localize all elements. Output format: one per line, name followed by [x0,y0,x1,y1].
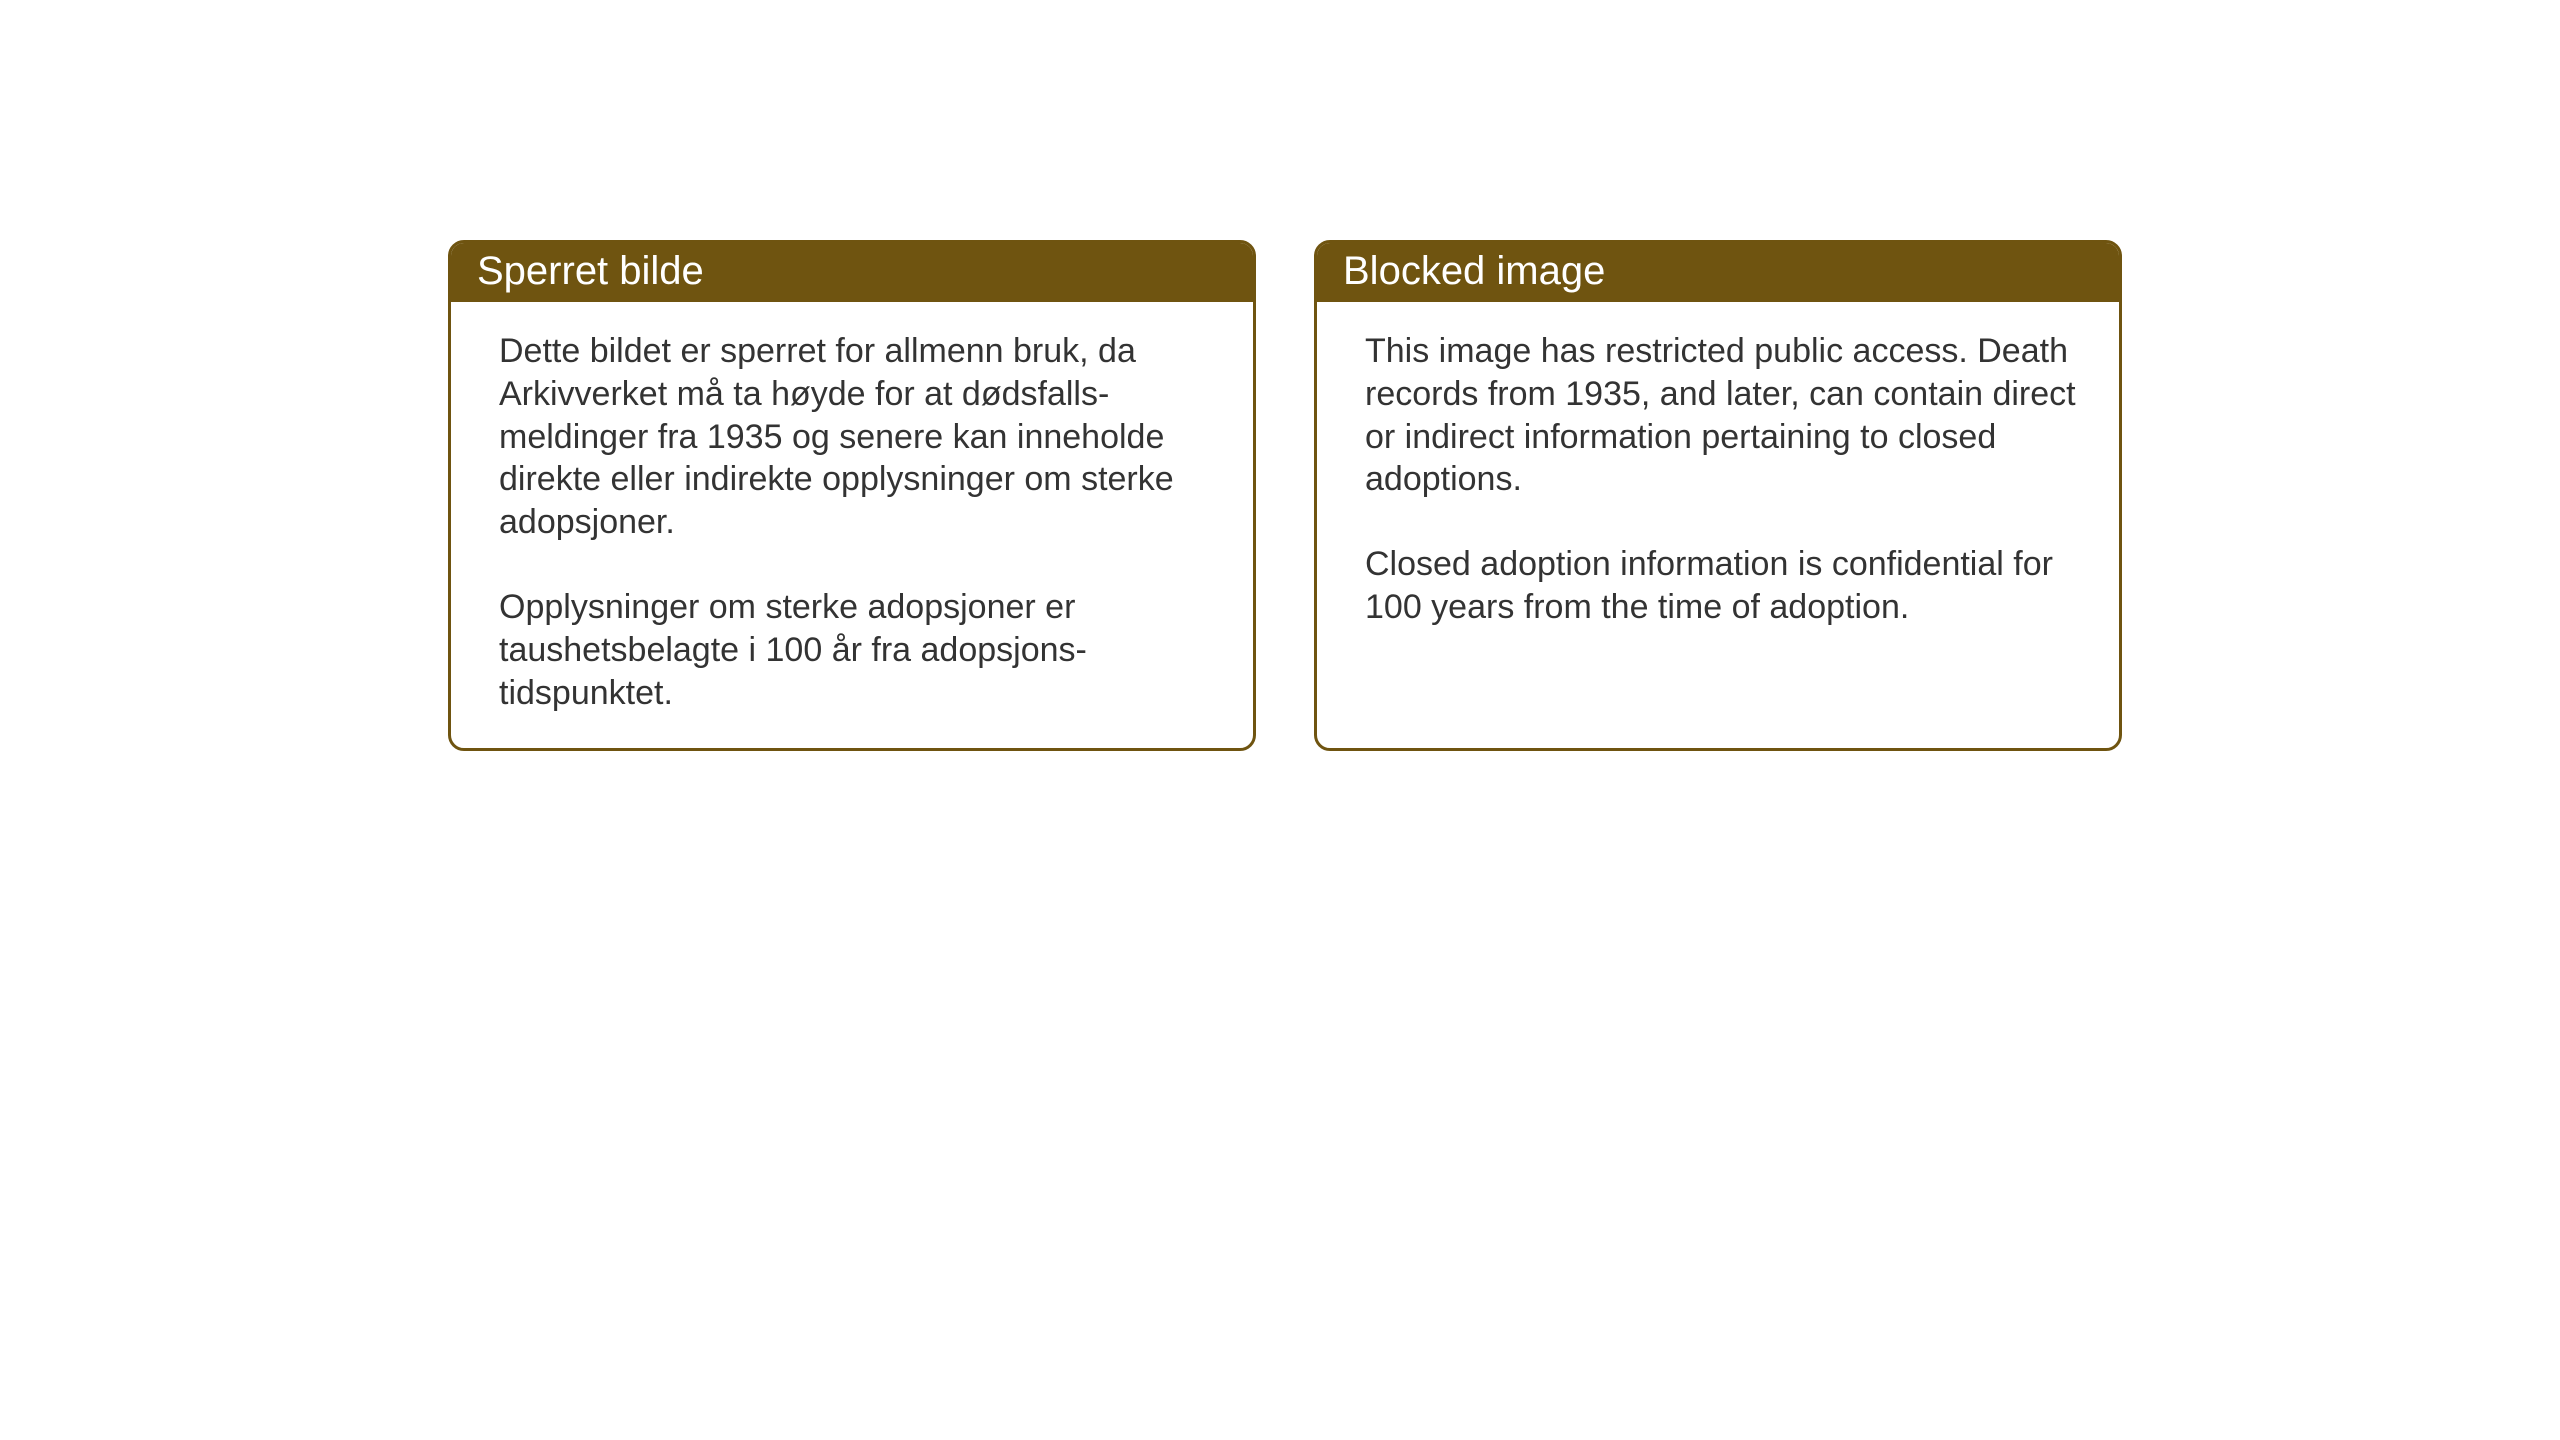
paragraph-norwegian-1: Dette bildet er sperret for allmenn bruk… [499,330,1213,544]
card-title-english: Blocked image [1343,249,1605,293]
card-title-norwegian: Sperret bilde [477,249,704,293]
card-header-norwegian: Sperret bilde [451,243,1253,302]
card-header-english: Blocked image [1317,243,2119,302]
paragraph-english-1: This image has restricted public access.… [1365,330,2079,501]
notice-container: Sperret bilde Dette bildet er sperret fo… [448,240,2122,751]
card-body-norwegian: Dette bildet er sperret for allmenn bruk… [451,302,1253,751]
notice-card-english: Blocked image This image has restricted … [1314,240,2122,751]
paragraph-norwegian-2: Opplysninger om sterke adopsjoner er tau… [499,586,1213,714]
notice-card-norwegian: Sperret bilde Dette bildet er sperret fo… [448,240,1256,751]
card-body-english: This image has restricted public access.… [1317,302,2119,669]
paragraph-english-2: Closed adoption information is confident… [1365,543,2079,629]
